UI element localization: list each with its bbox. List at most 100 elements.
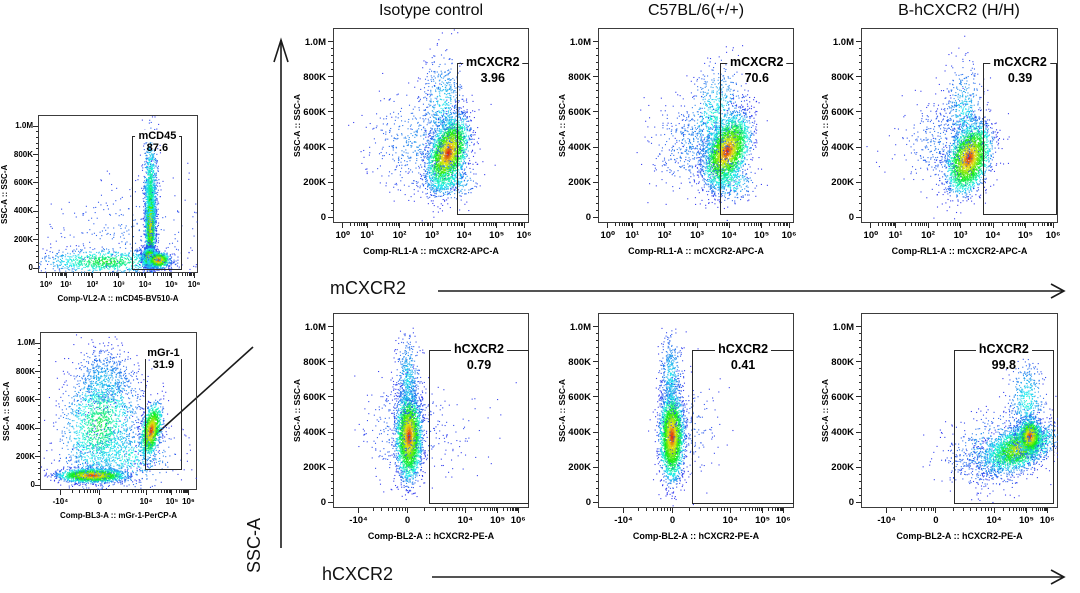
gate-percent-value: 99.8 <box>991 358 1017 372</box>
x-minor-tick <box>182 490 184 493</box>
x-minor-tick <box>386 223 388 226</box>
y-minor-tick <box>858 347 861 349</box>
y-minor-tick <box>330 487 333 489</box>
x-minor-tick <box>113 490 115 493</box>
x-minor-tick <box>1051 223 1053 226</box>
x-minor-tick <box>651 223 653 226</box>
y-major-tick <box>593 466 598 468</box>
y-tick-label: 800K <box>303 356 326 368</box>
x-minor-tick <box>628 223 629 226</box>
y-minor-tick <box>858 83 861 85</box>
x-major-tick <box>497 508 499 513</box>
y-minor-tick <box>858 494 861 496</box>
x-minor-tick <box>441 223 443 226</box>
x-minor-tick <box>1018 508 1020 511</box>
x-minor-tick <box>980 508 982 511</box>
x-minor-tick <box>170 490 172 493</box>
x-minor-tick <box>112 273 114 276</box>
x-minor-tick <box>780 508 782 511</box>
y-major-tick <box>35 427 40 429</box>
y-minor-tick <box>858 62 861 64</box>
y-major-tick <box>593 76 598 78</box>
x-minor-tick <box>721 223 723 226</box>
y-tick-label: 400K <box>13 206 33 216</box>
x-major-tick <box>927 223 929 228</box>
x-minor-tick <box>474 508 476 511</box>
x-tick-label: 10² <box>921 230 935 241</box>
x-minor-tick <box>494 508 495 511</box>
x-major-tick <box>895 223 896 228</box>
x-minor-tick <box>64 273 66 276</box>
y-major-tick <box>593 326 598 328</box>
x-minor-tick <box>910 223 912 226</box>
y-minor-tick <box>330 174 333 176</box>
y-minor-tick <box>330 83 333 85</box>
x-minor-tick <box>1032 508 1034 511</box>
y-minor-tick <box>330 160 333 162</box>
y-minor-tick <box>595 55 598 57</box>
x-minor-tick <box>61 273 63 276</box>
y-major-tick <box>593 111 598 113</box>
x-minor-tick <box>1015 223 1017 226</box>
x-minor-tick <box>177 273 179 276</box>
y-minor-tick <box>858 125 861 127</box>
x-minor-tick <box>990 508 992 511</box>
x-tick-label: 10⁶ <box>781 230 797 241</box>
y-axis-caption: SSC-A :: SSC-A <box>557 94 567 157</box>
x-minor-tick <box>782 223 784 226</box>
y-tick-label: 600K <box>831 106 854 118</box>
y-major-tick <box>33 154 38 155</box>
plot-gating-mgr1: -10⁴ 0 10⁴ 10⁵ 10⁶ 0 200K 400K 600K 800K 1.0M Comp-… <box>2 332 197 520</box>
x-minor-tick <box>490 508 491 511</box>
y-tick-label: 400K <box>831 142 854 153</box>
y-minor-tick <box>330 90 333 92</box>
x-minor-tick <box>434 508 436 511</box>
x-minor-tick <box>192 273 194 276</box>
x-minor-tick <box>421 223 423 226</box>
x-minor-tick <box>354 223 355 226</box>
y-minor-tick <box>37 422 40 424</box>
y-tick-label: 200K <box>831 462 854 474</box>
y-minor-tick <box>595 83 598 85</box>
y-minor-tick <box>858 139 861 141</box>
x-minor-tick <box>641 223 643 226</box>
ssc-axis-arrowhead-icon <box>273 37 289 63</box>
y-minor-tick <box>595 480 598 482</box>
x-tick-label: 0 <box>97 497 102 506</box>
x-minor-tick <box>131 490 133 493</box>
y-major-tick <box>328 501 333 503</box>
x-minor-tick <box>719 223 721 226</box>
y-major-tick <box>856 76 861 78</box>
x-tick-label: 10⁶ <box>516 230 532 241</box>
x-minor-tick <box>952 223 954 226</box>
y-minor-tick <box>37 388 40 390</box>
gate-name-label: mCXCR2 <box>727 55 787 70</box>
x-axis-caption: Comp-RL1-A :: mCXCR2-APC-A <box>891 246 1028 256</box>
x-minor-tick <box>755 508 756 511</box>
y-minor-tick <box>595 139 598 141</box>
x-tick-label: 10¹ <box>625 230 640 241</box>
x-minor-tick <box>73 273 75 276</box>
gate-rectangle: hCXCR2 0.79 <box>429 342 529 505</box>
mcxcr2-axis-arrowhead-icon <box>1050 283 1066 299</box>
x-tick-label: 10⁰ <box>600 230 616 241</box>
x-tick-label: 10¹ <box>60 280 72 289</box>
x-minor-tick <box>715 223 717 226</box>
x-minor-tick <box>130 273 132 276</box>
x-tick-label: -10⁴ <box>52 497 69 506</box>
y-major-tick <box>593 181 598 183</box>
gate-rectangle: mCXCR2 3.96 <box>456 55 530 216</box>
y-minor-tick <box>330 473 333 475</box>
y-minor-tick <box>330 438 333 440</box>
x-minor-tick <box>509 508 511 511</box>
x-minor-tick <box>657 223 658 226</box>
y-tick-label: 600K <box>15 394 35 404</box>
y-major-tick <box>593 41 598 43</box>
y-tick-label: 600K <box>303 391 326 403</box>
x-minor-tick <box>90 490 92 493</box>
x-minor-tick <box>1035 508 1037 511</box>
x-minor-tick <box>349 223 351 226</box>
x-minor-tick <box>480 508 482 511</box>
y-major-tick <box>856 146 861 148</box>
y-tick-label: 1.0M <box>832 321 854 333</box>
